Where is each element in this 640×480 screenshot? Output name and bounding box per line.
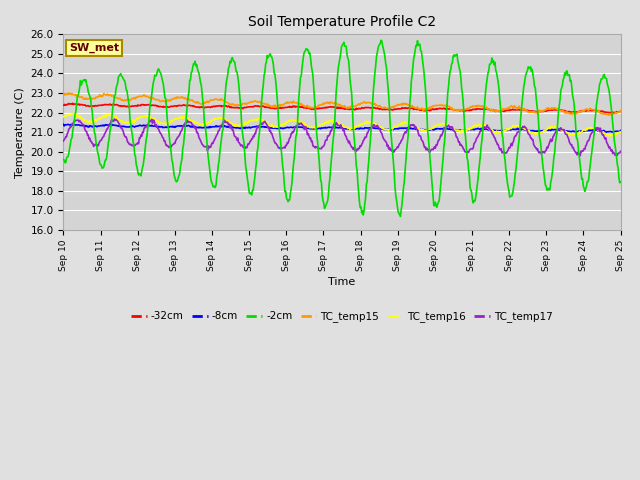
Legend: -32cm, -8cm, -2cm, TC_temp15, TC_temp16, TC_temp17: -32cm, -8cm, -2cm, TC_temp15, TC_temp16,…	[127, 307, 557, 326]
X-axis label: Time: Time	[328, 277, 356, 287]
Title: Soil Temperature Profile C2: Soil Temperature Profile C2	[248, 15, 436, 29]
Y-axis label: Temperature (C): Temperature (C)	[15, 87, 25, 178]
Text: SW_met: SW_met	[69, 43, 119, 53]
